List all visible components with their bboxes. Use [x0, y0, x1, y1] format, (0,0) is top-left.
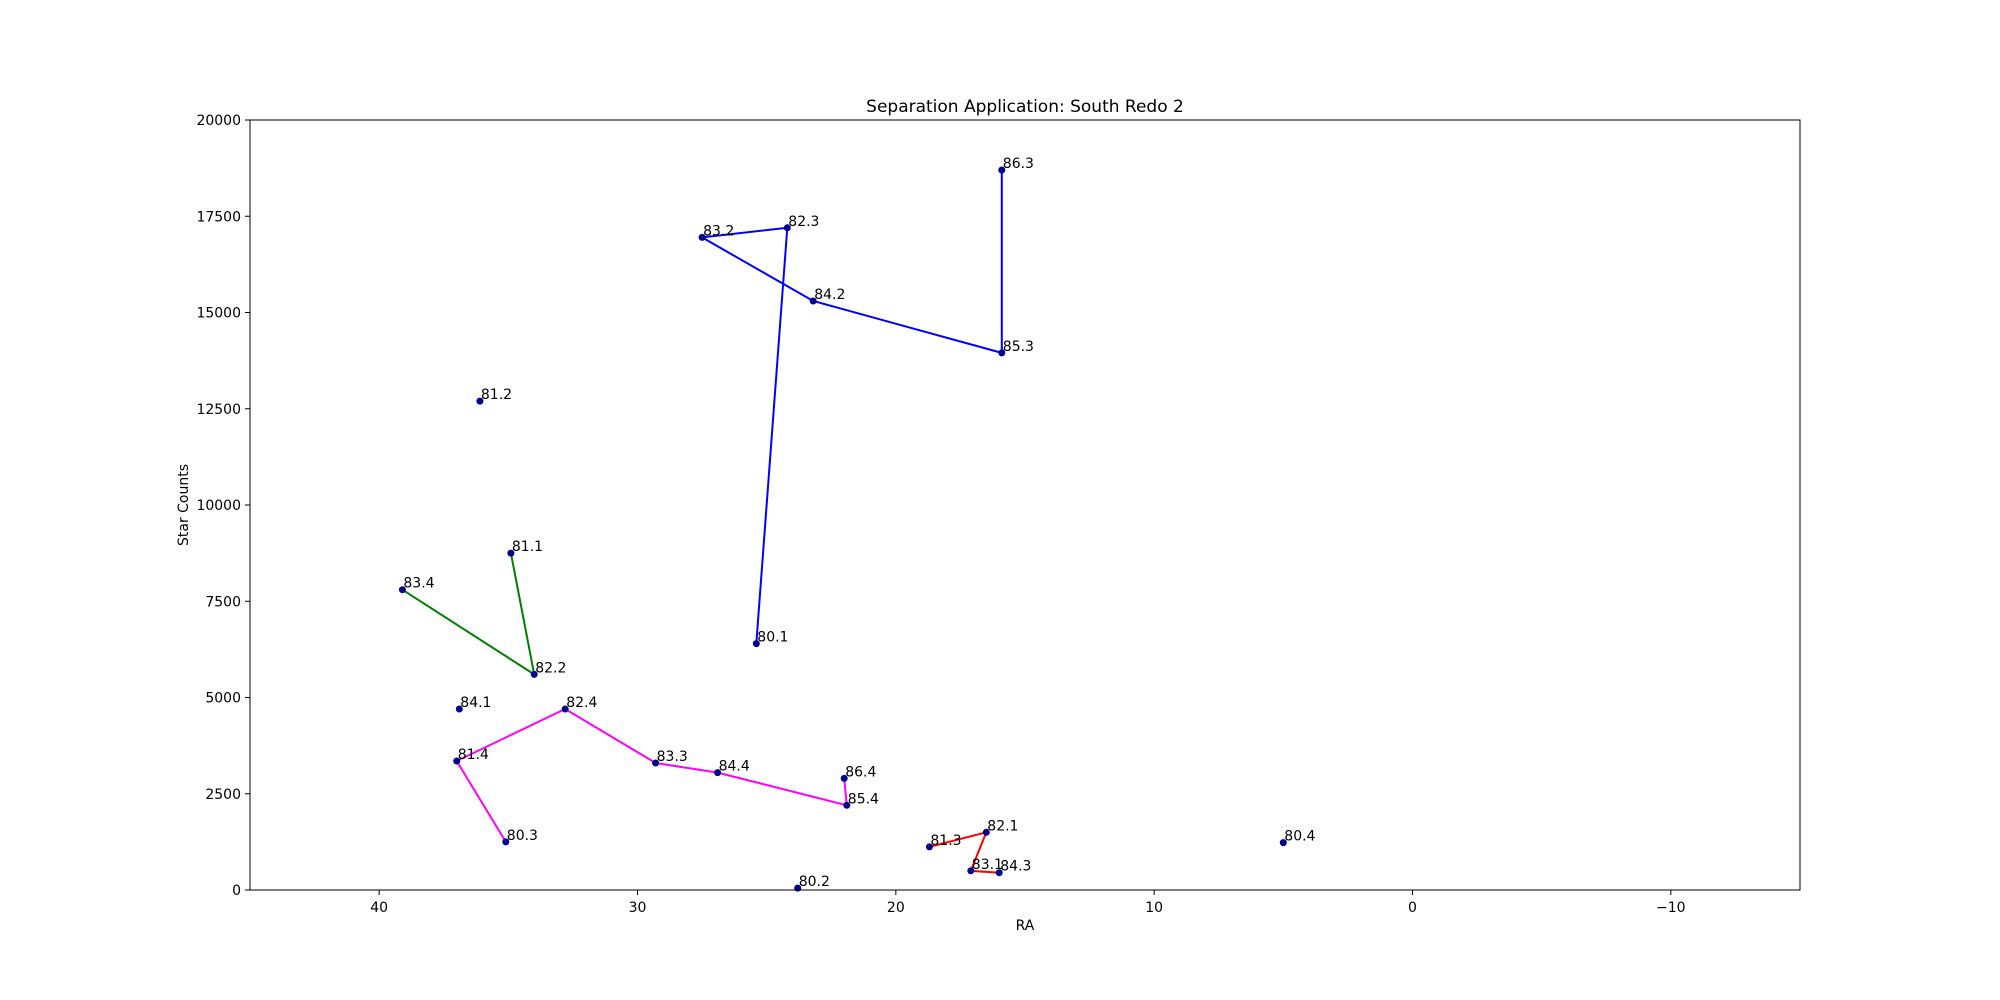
point-label-84-1: 84.1: [460, 695, 491, 711]
x-tick-label-3: 10: [1145, 900, 1163, 916]
point-label-80-4: 80.4: [1284, 829, 1315, 845]
plot-area: [250, 120, 1800, 890]
point-label-83-3: 83.3: [657, 749, 688, 765]
y-tick-label-0: 0: [232, 883, 241, 899]
data-point-82-2: [530, 670, 538, 678]
data-point-82-4: [561, 705, 569, 713]
x-axis-label: RA: [1016, 918, 1035, 934]
point-label-81-4: 81.4: [458, 747, 489, 763]
point-label-81-3: 81.3: [930, 833, 961, 849]
point-label-82-1: 82.1: [987, 818, 1018, 834]
point-label-86-4: 86.4: [845, 764, 876, 780]
y-tick-label-2: 5000: [205, 691, 241, 707]
point-label-82-4: 82.4: [566, 695, 597, 711]
data-point-81-2: [476, 397, 484, 405]
y-tick-label-1: 2500: [205, 787, 241, 803]
point-label-85-4: 85.4: [848, 791, 879, 807]
data-point-84-1: [455, 705, 463, 713]
point-label-84-2: 84.2: [814, 287, 845, 303]
y-axis-label: Star Counts: [176, 464, 192, 546]
data-point-81-1: [507, 549, 515, 557]
point-label-81-2: 81.2: [481, 387, 512, 403]
x-tick-label-5: −10: [1656, 900, 1686, 916]
point-label-80-3: 80.3: [507, 828, 538, 844]
series-line-0: [698, 170, 1003, 644]
data-point-86-4: [840, 774, 848, 782]
data-point-85-4: [843, 801, 851, 809]
y-axis: 0 2500 5000 7500 10000 12500 15000 17500 20000: [196, 113, 250, 899]
data-point-80-4: [1279, 839, 1287, 847]
data-point-83-2: [698, 233, 706, 241]
data-point-86-3: [998, 166, 1006, 174]
x-axis: 40 30 20 10 0 −10: [370, 890, 1686, 916]
data-point-81-3: [925, 843, 933, 851]
y-tick-label-3: 7500: [205, 594, 241, 610]
data-point-81-4: [453, 757, 461, 765]
point-labels: 80.1 80.2 80.3 80.4 81.1 81.2 81.3 81.4 82.1 82.2…: [403, 156, 1315, 890]
data-point-83-4: [398, 586, 406, 594]
point-label-82-3: 82.3: [788, 214, 819, 230]
data-points: [398, 166, 1287, 892]
point-label-84-4: 84.4: [719, 759, 750, 775]
x-tick-label-2: 20: [887, 900, 905, 916]
x-tick-label-1: 30: [629, 900, 647, 916]
point-label-83-4: 83.4: [403, 576, 434, 592]
data-point-83-1: [967, 867, 975, 875]
x-tick-label-0: 40: [370, 900, 388, 916]
y-tick-label-7: 17500: [196, 209, 241, 225]
data-point-84-3: [995, 869, 1003, 877]
data-point-84-4: [714, 769, 722, 777]
data-point-84-2: [809, 297, 817, 305]
y-tick-label-8: 20000: [196, 113, 241, 129]
point-label-86-3: 86.3: [1003, 156, 1034, 172]
data-point-83-3: [652, 759, 660, 767]
y-tick-label-5: 12500: [196, 402, 241, 418]
data-point-82-1: [982, 828, 990, 836]
point-label-82-2: 82.2: [535, 660, 566, 676]
data-point-80-1: [752, 640, 760, 648]
point-label-81-1: 81.1: [512, 539, 543, 555]
point-label-80-2: 80.2: [799, 874, 830, 890]
y-tick-label-6: 15000: [196, 306, 241, 322]
point-label-83-2: 83.2: [703, 223, 734, 239]
series-line-3: [929, 830, 1000, 874]
y-tick-label-4: 10000: [196, 498, 241, 514]
data-point-85-3: [998, 349, 1006, 357]
point-label-84-3: 84.3: [1000, 859, 1031, 875]
point-label-85-3: 85.3: [1003, 339, 1034, 355]
chart-title: Separation Application: South Redo 2: [866, 97, 1184, 117]
x-tick-label-4: 0: [1408, 900, 1417, 916]
data-point-80-3: [502, 838, 510, 846]
point-label-83-1: 83.1: [972, 857, 1003, 873]
data-point-82-3: [783, 224, 791, 232]
point-label-80-1: 80.1: [757, 630, 788, 646]
